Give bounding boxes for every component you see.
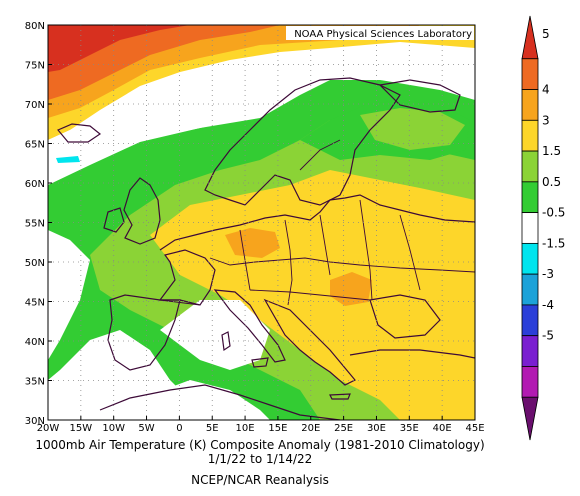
country-borders	[159, 139, 475, 306]
lon-tick-label: 40E	[433, 423, 452, 434]
colorbar-segment	[521, 58, 539, 90]
colorbar-segment	[521, 304, 539, 337]
lon-tick-label: 0	[176, 423, 182, 434]
colorbar-segment	[521, 150, 539, 183]
lon-tick-label: 15E	[268, 423, 287, 434]
colorbar-top-arrow	[521, 15, 539, 60]
lat-tick-label: 50N	[25, 258, 45, 269]
lat-tick-label: 65N	[25, 140, 45, 151]
anomaly-shading	[48, 25, 475, 420]
lat-tick-label: 30N	[25, 416, 45, 427]
caption-dates: 1/1/22 to 1/14/22	[207, 452, 313, 466]
mediterranean-neutral	[160, 300, 270, 370]
continental-coast	[159, 194, 475, 251]
sicily-coast	[251, 357, 269, 368]
iberia-coast	[107, 294, 181, 371]
lon-tick-label: 5E	[206, 423, 219, 434]
lon-tick-label: 10E	[236, 423, 255, 434]
lat-tick-label: 45N	[25, 298, 45, 309]
germany-warm-spot	[225, 228, 280, 258]
colorbar-segment	[521, 212, 539, 244]
colorbar-label: -3	[542, 267, 554, 281]
balkans-coast	[263, 298, 356, 386]
turkey-coast	[349, 349, 475, 359]
colorbar-segment	[521, 335, 539, 367]
lat-tick-label: 75N	[25, 61, 45, 72]
colorbar-segment	[521, 366, 539, 398]
iceland-cold-patch	[56, 156, 80, 163]
colorbar-label: -1.5	[542, 236, 565, 250]
great-britain-coast	[123, 177, 161, 245]
crete-coast	[329, 393, 351, 400]
lon-tick-label: 5W	[138, 423, 154, 434]
lon-tick-label: 45E	[465, 423, 484, 434]
caption-title: 1000mb Air Temperature (K) Composite Ano…	[35, 438, 485, 452]
longitude-ticks: 20W 15W 10W 5W 0 5E 10E 15E 20E 25E 30E 35E 40E 45E	[37, 416, 485, 434]
black-sea-coast	[369, 294, 441, 339]
credit-text: NOAA Physical Sciences Laboratory	[294, 29, 472, 40]
lat-tick-label: 55N	[25, 219, 45, 230]
scandinavia-coast	[204, 77, 401, 206]
colorbar: 5 4 3 1.5 0.5 -0.5 -1.5 -3 -4 -5	[521, 15, 565, 441]
lon-tick-label: 20E	[301, 423, 320, 434]
atlantic-neutral	[48, 230, 90, 360]
kola-peninsula-coast	[378, 79, 461, 113]
lat-tick-label: 40N	[25, 337, 45, 348]
colorbar-segment	[521, 242, 539, 275]
colorbar-label: -5	[542, 329, 554, 343]
europe-yellow-core	[150, 170, 475, 420]
north-africa-neutral	[120, 380, 270, 420]
colorbar-label: 0.5	[542, 175, 561, 189]
lon-tick-label: 35E	[400, 423, 419, 434]
colorbar-label: -0.5	[542, 206, 565, 220]
colorbar-segment	[521, 273, 539, 306]
lat-tick-label: 80N	[25, 21, 45, 32]
lon-tick-label: 20W	[37, 423, 60, 434]
france-coast	[158, 249, 216, 306]
ireland-coast	[103, 207, 125, 233]
lon-tick-label: 25E	[334, 423, 353, 434]
colorbar-label: 3	[542, 113, 550, 127]
arctic-deep-red-region	[48, 25, 190, 72]
lon-tick-label: 15W	[70, 423, 93, 434]
colorbar-bottom-arrow	[521, 396, 539, 441]
colorbar-label: 5	[542, 27, 550, 41]
colorbar-label: -4	[542, 298, 554, 312]
colorbar-segment	[521, 181, 539, 214]
north-africa-coast	[99, 384, 341, 420]
norwegian-sea-neutral	[48, 55, 475, 180]
lat-tick-label: 35N	[25, 377, 45, 388]
colorbar-segment	[521, 119, 539, 152]
colorbar-segment	[521, 89, 539, 121]
colorbar-label: 1.5	[542, 144, 561, 158]
latitude-ticks: 80N 75N 70N 65N 60N 55N 50N 45N 40N 35N 30N	[25, 21, 52, 427]
lat-tick-label: 60N	[25, 179, 45, 190]
iceland-coast	[57, 123, 102, 143]
lon-tick-label: 30E	[367, 423, 386, 434]
caption-source: NCEP/NCAR Reanalysis	[191, 473, 329, 487]
colorbar-label: 4	[542, 83, 550, 97]
lon-tick-label: 10W	[102, 423, 125, 434]
credit-box	[286, 26, 474, 40]
sardinia-coast	[221, 331, 231, 352]
graticule	[48, 25, 475, 420]
kola-light-green	[360, 108, 465, 150]
lat-tick-label: 70N	[25, 100, 45, 111]
